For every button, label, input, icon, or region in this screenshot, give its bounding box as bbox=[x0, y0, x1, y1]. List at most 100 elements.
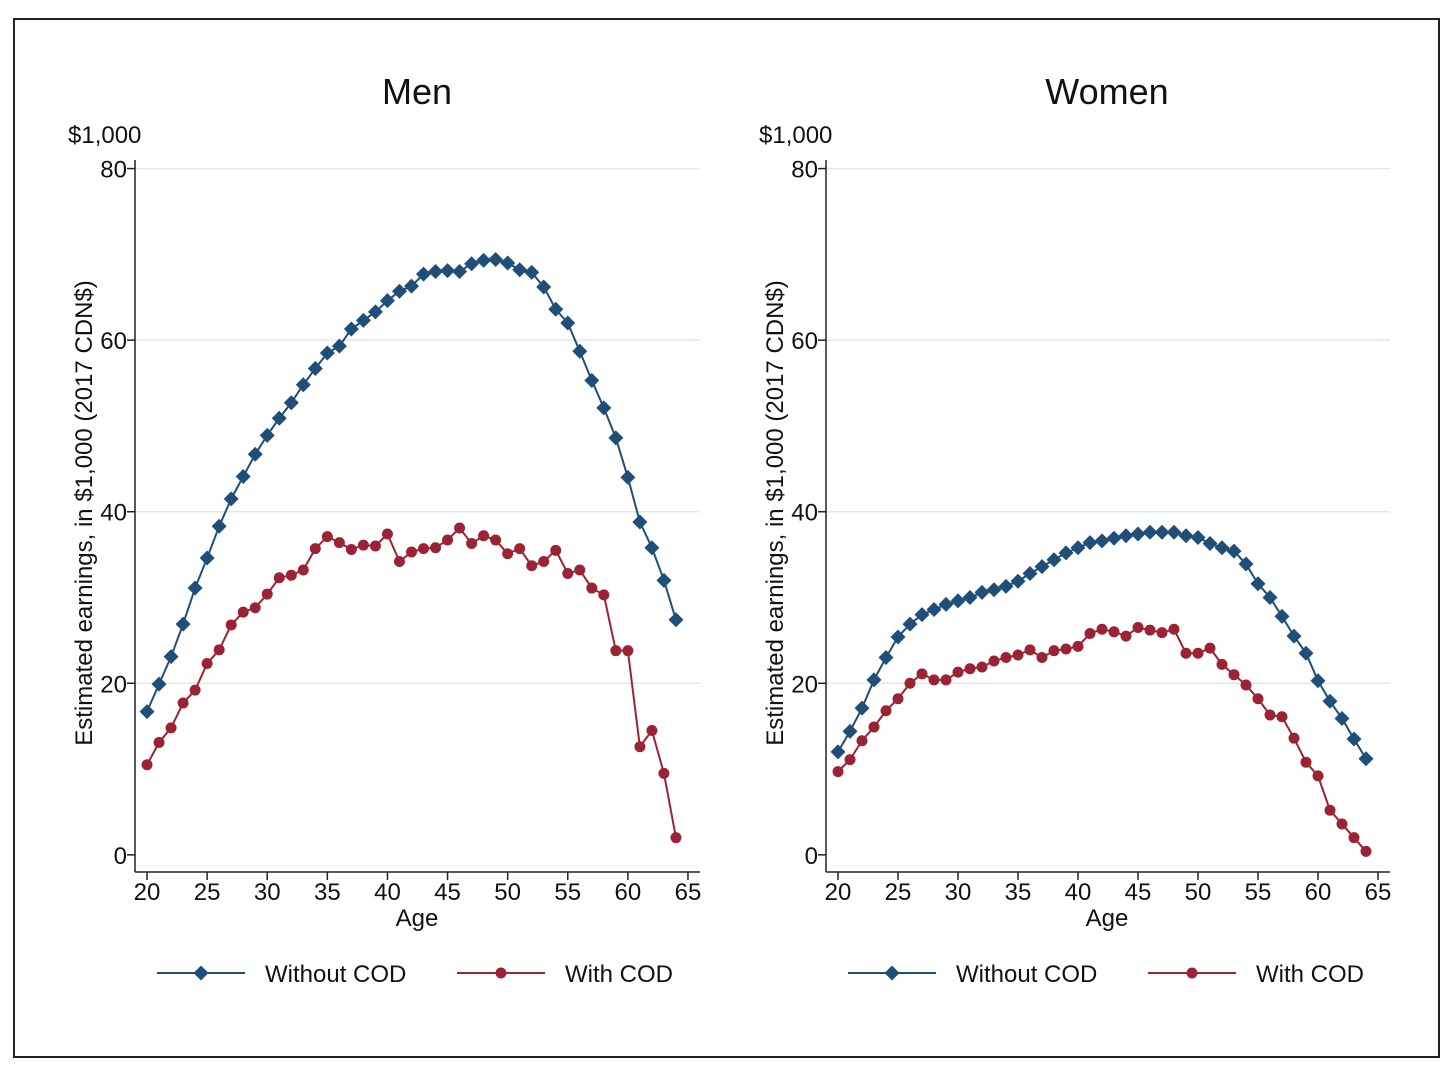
data-point bbox=[214, 644, 225, 655]
data-point bbox=[1133, 622, 1144, 633]
data-point bbox=[1277, 711, 1288, 722]
legend-entry-without-cod: Without COD bbox=[157, 961, 406, 988]
data-point bbox=[236, 469, 251, 484]
legend-label: Without COD bbox=[265, 961, 406, 988]
data-point bbox=[833, 766, 844, 777]
series-line bbox=[838, 628, 1366, 852]
data-point bbox=[1131, 527, 1146, 542]
series-with-cod bbox=[833, 622, 1372, 857]
x-tick-label: 30 bbox=[254, 879, 281, 906]
data-point bbox=[586, 583, 597, 594]
legend-entry-without-cod: Without COD bbox=[848, 961, 1097, 988]
x-tick-label: 35 bbox=[1005, 879, 1032, 906]
y-tick-label: 0 bbox=[805, 843, 818, 870]
legend-label: With COD bbox=[565, 961, 673, 988]
data-point bbox=[620, 470, 635, 485]
data-point bbox=[406, 547, 417, 558]
data-point bbox=[893, 693, 904, 704]
data-point bbox=[550, 545, 561, 556]
data-point bbox=[500, 255, 515, 270]
y-tick-label: 20 bbox=[100, 671, 127, 698]
data-point bbox=[1347, 732, 1362, 747]
y-tick-label: 80 bbox=[100, 157, 127, 184]
data-point bbox=[658, 768, 669, 779]
data-point bbox=[1359, 751, 1374, 766]
data-point bbox=[260, 428, 275, 443]
data-point bbox=[428, 264, 443, 279]
data-point bbox=[881, 705, 892, 716]
data-point bbox=[1061, 643, 1072, 654]
x-tick-label: 25 bbox=[885, 879, 912, 906]
x-tick-label: 50 bbox=[1185, 879, 1212, 906]
data-point bbox=[1241, 679, 1252, 690]
y-axis-label: Estimated earnings, in $1,000 (2017 CDN$… bbox=[762, 280, 789, 746]
y-tick-label: 60 bbox=[100, 328, 127, 355]
y-tick-label: 0 bbox=[114, 843, 127, 870]
data-point bbox=[634, 741, 645, 752]
data-point bbox=[250, 602, 261, 613]
data-point bbox=[1049, 645, 1060, 656]
data-point bbox=[140, 704, 155, 719]
data-point bbox=[845, 754, 856, 765]
x-tick-label: 20 bbox=[134, 879, 161, 906]
data-point bbox=[440, 263, 455, 278]
data-point bbox=[1169, 624, 1180, 635]
figure-svg: Men $1,000 Estimated earnings, in $1,000… bbox=[0, 0, 1456, 1079]
data-point bbox=[1205, 643, 1216, 654]
data-point bbox=[152, 677, 167, 692]
y-tick-label: 60 bbox=[791, 328, 818, 355]
data-point bbox=[1167, 525, 1182, 540]
x-tick-label: 25 bbox=[194, 879, 221, 906]
data-point bbox=[929, 674, 940, 685]
data-point bbox=[905, 678, 916, 689]
y-unit-label: $1,000 bbox=[759, 122, 832, 149]
y-tick-label: 80 bbox=[791, 157, 818, 184]
data-point bbox=[1025, 644, 1036, 655]
data-point bbox=[488, 252, 503, 267]
x-tick-label: 30 bbox=[945, 879, 972, 906]
data-point bbox=[1097, 624, 1108, 635]
data-point bbox=[512, 262, 527, 277]
data-point bbox=[1311, 673, 1326, 688]
x-axis-label: Age bbox=[396, 905, 439, 932]
data-point bbox=[1299, 646, 1314, 661]
x-tick-label: 60 bbox=[615, 879, 642, 906]
data-point bbox=[1085, 628, 1096, 639]
data-point bbox=[1119, 528, 1134, 543]
data-point bbox=[248, 447, 263, 462]
data-point bbox=[490, 535, 501, 546]
data-point bbox=[1287, 629, 1302, 644]
data-point bbox=[1265, 710, 1276, 721]
data-point bbox=[452, 264, 467, 279]
data-point bbox=[226, 619, 237, 630]
legend-label: Without COD bbox=[956, 961, 1097, 988]
data-point bbox=[1349, 832, 1360, 843]
x-tick-label: 45 bbox=[434, 879, 461, 906]
data-point bbox=[656, 573, 671, 588]
data-point bbox=[370, 541, 381, 552]
panel-women: Women $1,000 Estimated earnings, in $1,0… bbox=[759, 71, 1391, 988]
data-point bbox=[1023, 566, 1038, 581]
data-point bbox=[502, 548, 513, 559]
data-point bbox=[1047, 552, 1062, 567]
y-tick-label: 40 bbox=[100, 500, 127, 527]
x-tick-label: 50 bbox=[494, 879, 521, 906]
data-point bbox=[178, 698, 189, 709]
legend-marker bbox=[496, 968, 507, 979]
y-tick-label: 20 bbox=[791, 671, 818, 698]
data-point bbox=[953, 667, 964, 678]
data-point bbox=[598, 589, 609, 600]
data-point bbox=[296, 377, 311, 392]
data-point bbox=[977, 661, 988, 672]
data-point bbox=[1289, 733, 1300, 744]
data-point bbox=[164, 649, 179, 664]
data-point bbox=[1275, 609, 1290, 624]
data-point bbox=[867, 672, 882, 687]
data-point bbox=[514, 543, 525, 554]
data-point bbox=[1325, 805, 1336, 816]
data-point bbox=[200, 551, 215, 566]
data-point bbox=[1253, 693, 1264, 704]
legend-entry-with-cod: With COD bbox=[1148, 961, 1364, 988]
data-point bbox=[538, 556, 549, 567]
chart-title: Women bbox=[1045, 71, 1168, 112]
